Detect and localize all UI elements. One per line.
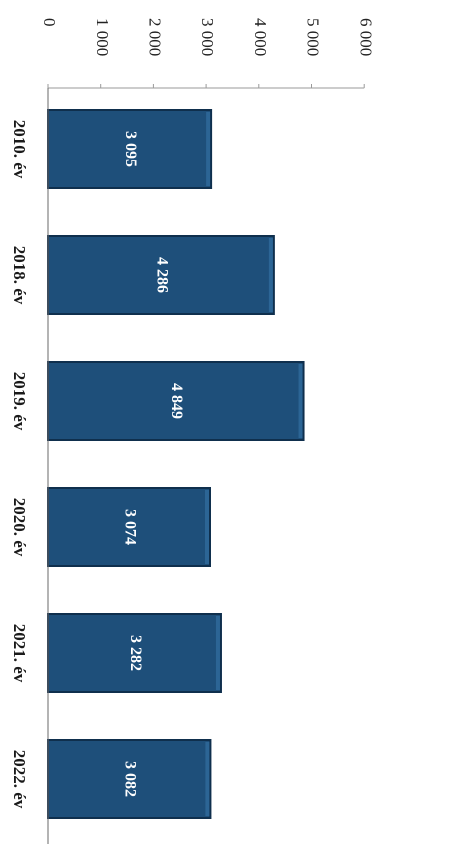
category-label: 2022. év	[10, 750, 29, 809]
bar	[47, 361, 305, 441]
bar-series: 3 095 4 286 4 849 3 074 3 282 3 082	[47, 109, 305, 819]
category-label: 2020. év	[10, 498, 29, 557]
bar-edge-highlight	[204, 490, 209, 564]
tick-label: 3 000	[198, 18, 217, 56]
bar-edge-highlight	[268, 238, 273, 312]
data-label: 3 282	[127, 635, 144, 671]
data-label: 4 286	[153, 257, 170, 293]
bar-edge-highlight	[298, 364, 303, 438]
bar-edge-highlight	[205, 742, 210, 816]
category-label: 2010. év	[10, 120, 29, 179]
data-label: 4 849	[168, 383, 185, 419]
tick-label: 4 000	[251, 18, 270, 56]
tick-label: 0	[40, 18, 59, 27]
bar	[47, 739, 212, 819]
tick-label: 2 000	[145, 18, 164, 56]
category-label: 2021. év	[10, 624, 29, 683]
category-axis: 2010. év 2018. év 2019. év 2020. év 2021. év…	[10, 88, 49, 844]
data-label: 3 095	[122, 131, 139, 167]
bar	[47, 235, 275, 315]
tick-label: 6 000	[356, 18, 375, 56]
category-label: 2018. év	[10, 246, 29, 305]
tick-label: 1 000	[93, 18, 112, 56]
bar-edge-highlight	[206, 112, 211, 186]
bar-edge-highlight	[215, 616, 220, 690]
bar	[47, 487, 211, 567]
tick-label: 5 000	[304, 18, 323, 56]
category-label: 2019. év	[10, 372, 29, 431]
data-label: 3 082	[122, 761, 139, 797]
bar	[47, 613, 222, 693]
value-axis: 0 1 000 2 000 3 000 4 000 5 000 6 000	[40, 18, 375, 89]
data-label: 3 074	[121, 509, 138, 545]
